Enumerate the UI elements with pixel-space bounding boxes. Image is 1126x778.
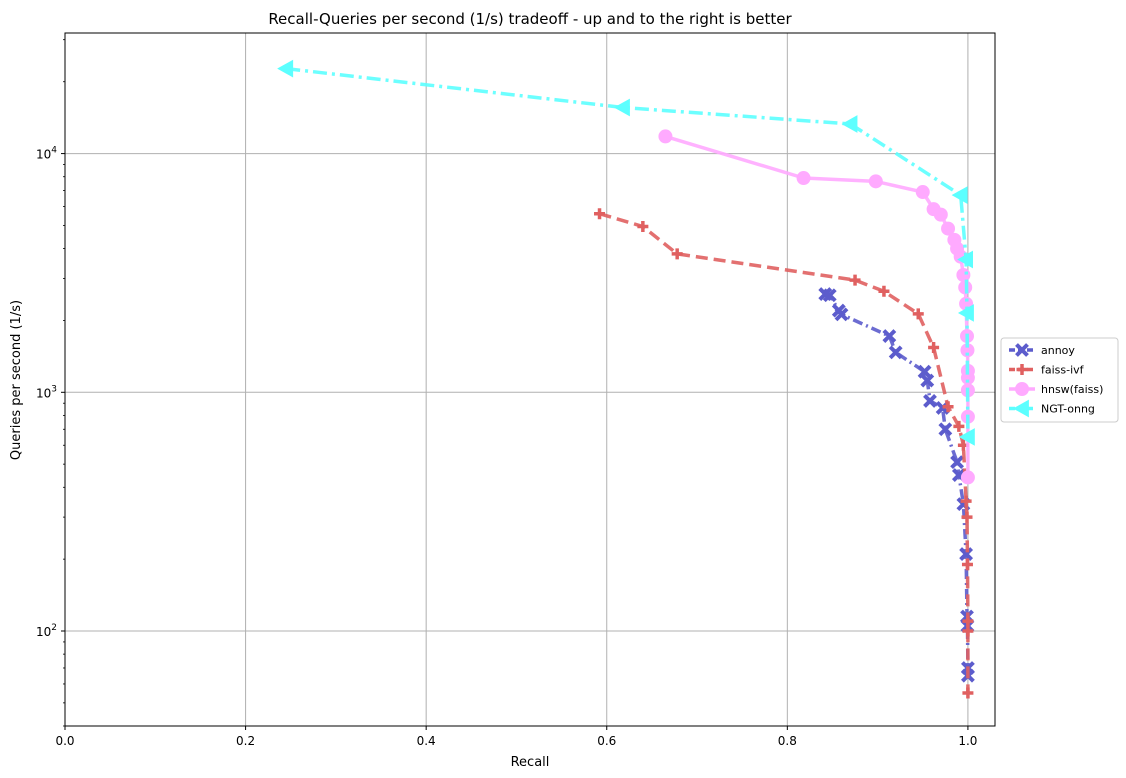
data-point [933,207,948,222]
y-tick-label: 102 [36,623,57,639]
plot-frame [64,32,996,727]
legend-item: annoy [1009,343,1075,357]
data-point [950,455,964,470]
data-point [960,495,972,507]
x-tick-label: 1.0 [958,734,977,748]
legend-box [1000,337,1119,423]
data-point [882,329,897,343]
data-point [938,422,953,437]
legend-marker [1015,382,1029,396]
data-point [594,208,606,220]
data-point [961,558,973,570]
x-tick-label: 0.6 [597,734,616,748]
data-point [960,470,975,485]
axis-ticks: 0.0 0.2 0.4 0.6 0.8 1.0 102 103 104 [36,39,977,748]
series-line [599,212,970,693]
data-point [962,687,974,699]
data-point [942,401,954,413]
legend-label: annoy [1041,344,1075,357]
legend: annoy faiss-ivf hnsw(faiss) NGT-onng [1000,337,1119,423]
series-layer [277,59,975,699]
data-point [917,364,932,379]
x-tick-label: 0.4 [417,734,436,748]
data-point [953,420,965,432]
data-point [956,268,971,283]
series-faiss-ivf [594,208,974,699]
y-tick-label: 104 [36,146,57,162]
data-point [637,220,649,232]
data-point [959,547,974,562]
y-tick-label: 103 [36,384,57,400]
legend-marker [1016,364,1028,375]
x-tick-label: 0.8 [778,734,797,748]
legend-label: faiss-ivf [1041,364,1085,377]
legend-marker [1015,343,1029,357]
data-point [941,221,956,236]
data-point [951,186,968,204]
data-point [912,308,924,320]
legend-label: hnsw(faiss) [1041,383,1103,396]
data-point [849,274,861,286]
data-point [962,625,974,637]
data-point [962,615,974,627]
legend-marker [1012,399,1029,418]
data-point [928,342,940,354]
data-point [957,250,974,269]
data-point [923,394,937,408]
legend-item: faiss-ivf [1009,364,1085,377]
data-point [613,98,630,117]
data-point [868,174,883,189]
data-point [658,129,673,144]
data-point [957,304,974,322]
series-ngt-onng [277,59,975,446]
data-point [920,373,935,388]
data-point [841,115,858,133]
data-point [878,285,890,297]
y-axis-label: Queries per second (1/s) [9,300,24,460]
data-point [277,59,294,78]
data-point [958,428,975,446]
chart-title: Recall-Queries per second (1/s) tradeoff… [268,10,792,28]
data-point [796,171,811,186]
data-point [888,345,903,360]
x-tick-label: 0.2 [236,734,255,748]
data-point [822,288,837,303]
x-tick-label: 0.0 [55,734,74,748]
legend-label: NGT-onng [1041,403,1095,416]
x-axis-label: Recall [511,755,550,770]
legend-item: hnsw(faiss) [1009,382,1103,396]
data-point [961,511,973,523]
data-point [834,307,849,322]
legend-item: NGT-onng [1009,399,1095,418]
data-point [915,185,930,200]
data-point [671,248,683,260]
